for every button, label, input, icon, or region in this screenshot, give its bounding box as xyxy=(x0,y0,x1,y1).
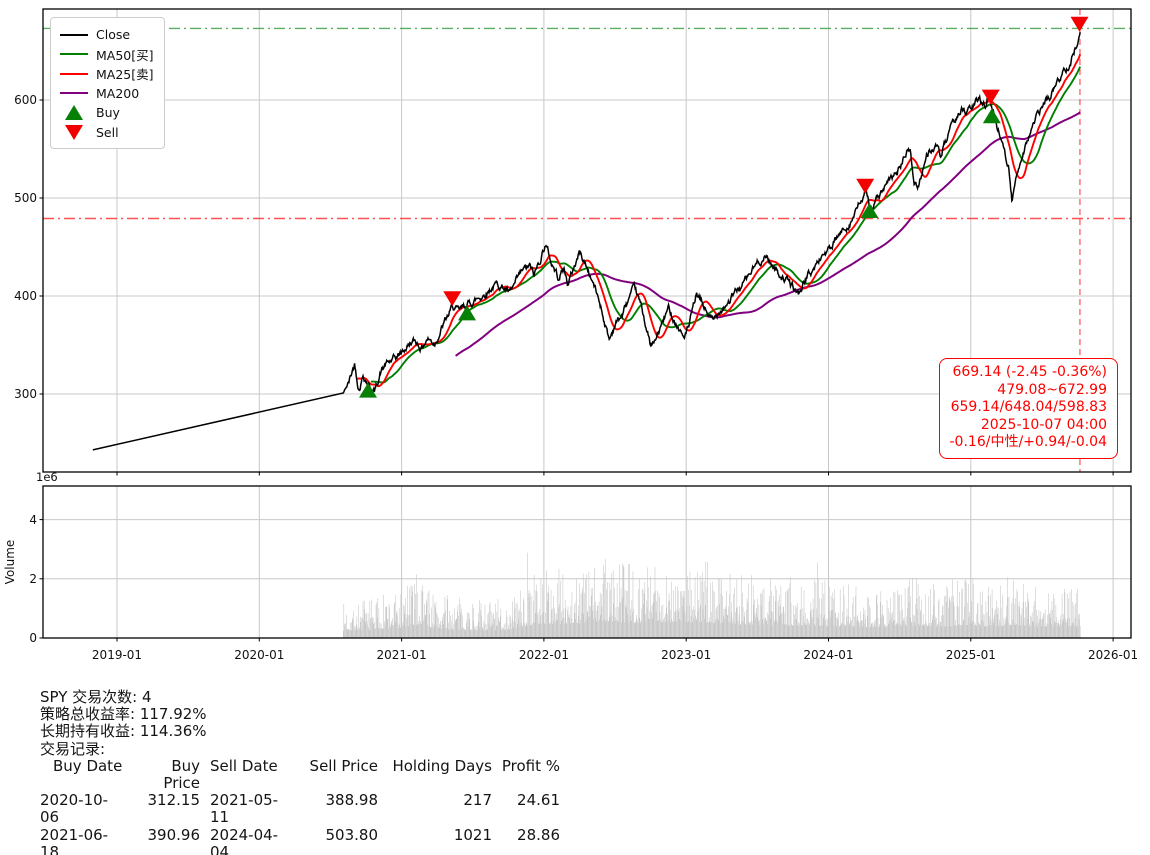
annotation-ma-line: 659.14/648.04/598.83 xyxy=(950,399,1107,416)
buy-triangle-icon xyxy=(59,105,89,121)
tick-label: 2 xyxy=(29,572,37,586)
ma200-line-icon xyxy=(59,92,89,95)
hold-return-line: 长期持有收益: 114.36% xyxy=(40,722,207,741)
legend-item-ma25: MA25[卖] xyxy=(59,64,154,84)
gridlines xyxy=(43,9,1131,638)
legend-label: Close xyxy=(96,27,131,43)
trade-record-title: 交易记录: xyxy=(40,739,106,758)
cell-holding-days: 1021 xyxy=(453,825,492,844)
tick-labels: 2019-01 2020-01 2021-01 2022-01 2023-01 2024-… xyxy=(3,93,1138,662)
cell-buy-date: 2021-06-18 xyxy=(40,825,109,855)
ma200-line xyxy=(455,111,1081,357)
trades-table-header: Buy Date Buy Price Sell Date Sell Price … xyxy=(40,756,560,793)
cell-sell-price: 503.80 xyxy=(325,825,379,844)
table-row: 2020-10-06 312.15 2021-05-11 388.98 217 … xyxy=(40,791,560,827)
tick-label: 2020-01 xyxy=(234,648,284,662)
axes-spines xyxy=(42,8,1132,639)
tick-label: 2024-01 xyxy=(803,648,853,662)
legend-label: Buy xyxy=(96,105,120,121)
tick-label: 2025-01 xyxy=(946,648,996,662)
cell-sell-date: 2024-04-04 xyxy=(210,825,279,855)
cell-sell-date: 2021-05-11 xyxy=(210,791,279,827)
legend-item-sell: Sell xyxy=(59,123,154,143)
quote-annotation-box: 669.14 (-2.45 -0.36%) 479.08~672.99 659.… xyxy=(938,358,1118,459)
tick-label: 2026-01 xyxy=(1088,648,1138,662)
tick-label: 2022-01 xyxy=(519,648,569,662)
close-line xyxy=(92,32,1081,451)
buy-markers xyxy=(359,108,1001,398)
tick-label: 0 xyxy=(29,631,37,645)
tick-label: 500 xyxy=(14,191,37,205)
annotation-signal-line: -0.16/中性/+0.94/-0.04 xyxy=(949,434,1108,451)
legend-item-close: Close xyxy=(59,25,154,45)
legend-label: MA50[买] xyxy=(96,47,154,63)
tick-marks xyxy=(39,99,1114,642)
chart-legend: Close MA50[买] MA25[卖] MA200 Buy Sell xyxy=(50,17,165,149)
ma25-line xyxy=(356,53,1082,388)
cell-profit: 24.61 xyxy=(517,791,560,810)
volume-bars xyxy=(342,552,1081,638)
cell-holding-days: 217 xyxy=(463,791,492,810)
col-profit: Profit % xyxy=(501,756,560,775)
cell-profit: 28.86 xyxy=(517,825,560,844)
sell-markers xyxy=(443,16,1089,307)
cell-buy-price: 312.15 xyxy=(147,791,201,810)
ma50-line xyxy=(370,66,1082,384)
strategy-summary: SPY 交易次数: 4 策略总收益率: 117.92% 长期持有收益: 114.… xyxy=(40,688,560,855)
legend-label: Sell xyxy=(96,124,119,140)
tick-label: 300 xyxy=(14,387,37,401)
sell-triangle-icon xyxy=(59,124,89,140)
col-buy-price: Buy Price xyxy=(163,756,200,793)
trade-count-line: SPY 交易次数: 4 xyxy=(40,688,152,706)
col-buy-date: Buy Date xyxy=(53,756,123,775)
tick-label: 2019-01 xyxy=(92,648,142,662)
legend-item-ma50: MA50[买] xyxy=(59,45,154,65)
tick-label: 600 xyxy=(14,93,37,107)
tick-label: 2021-01 xyxy=(377,648,427,662)
volume-axis-label: Volume xyxy=(3,540,17,585)
tick-label: 4 xyxy=(29,513,37,527)
annotation-price-line: 669.14 (-2.45 -0.36%) xyxy=(952,364,1107,380)
col-sell-date: Sell Date xyxy=(210,756,278,775)
col-holding-days: Holding Days xyxy=(392,756,492,775)
cell-buy-date: 2020-10-06 xyxy=(40,791,109,827)
legend-label: MA200 xyxy=(96,85,140,101)
cell-buy-price: 390.96 xyxy=(147,825,201,844)
col-sell-price: Sell Price xyxy=(309,756,378,775)
strategy-return-line: 策略总收益率: 117.92% xyxy=(40,705,207,724)
cell-sell-price: 388.98 xyxy=(325,791,379,810)
annotation-date-line: 2025-10-07 04:00 xyxy=(980,416,1107,433)
chart-canvas: 2019-01 2020-01 2021-01 2022-01 2023-01 2024-… xyxy=(3,8,1138,662)
legend-label: MA25[卖] xyxy=(96,67,154,83)
reference-lines xyxy=(43,27,1131,220)
tick-label: 2023-01 xyxy=(661,648,711,662)
table-row: 2021-06-18 390.96 2024-04-04 503.80 1021… xyxy=(40,825,560,855)
legend-item-buy: Buy xyxy=(59,103,154,123)
ma25-line-icon xyxy=(59,72,89,75)
volume-scale-label: 1e6 xyxy=(36,470,58,484)
annotation-range-line: 479.08~672.99 xyxy=(997,381,1107,398)
tick-label: 400 xyxy=(14,289,37,303)
ma50-line-icon xyxy=(59,53,89,56)
legend-item-ma200: MA200 xyxy=(59,84,154,104)
close-line-icon xyxy=(59,33,89,36)
